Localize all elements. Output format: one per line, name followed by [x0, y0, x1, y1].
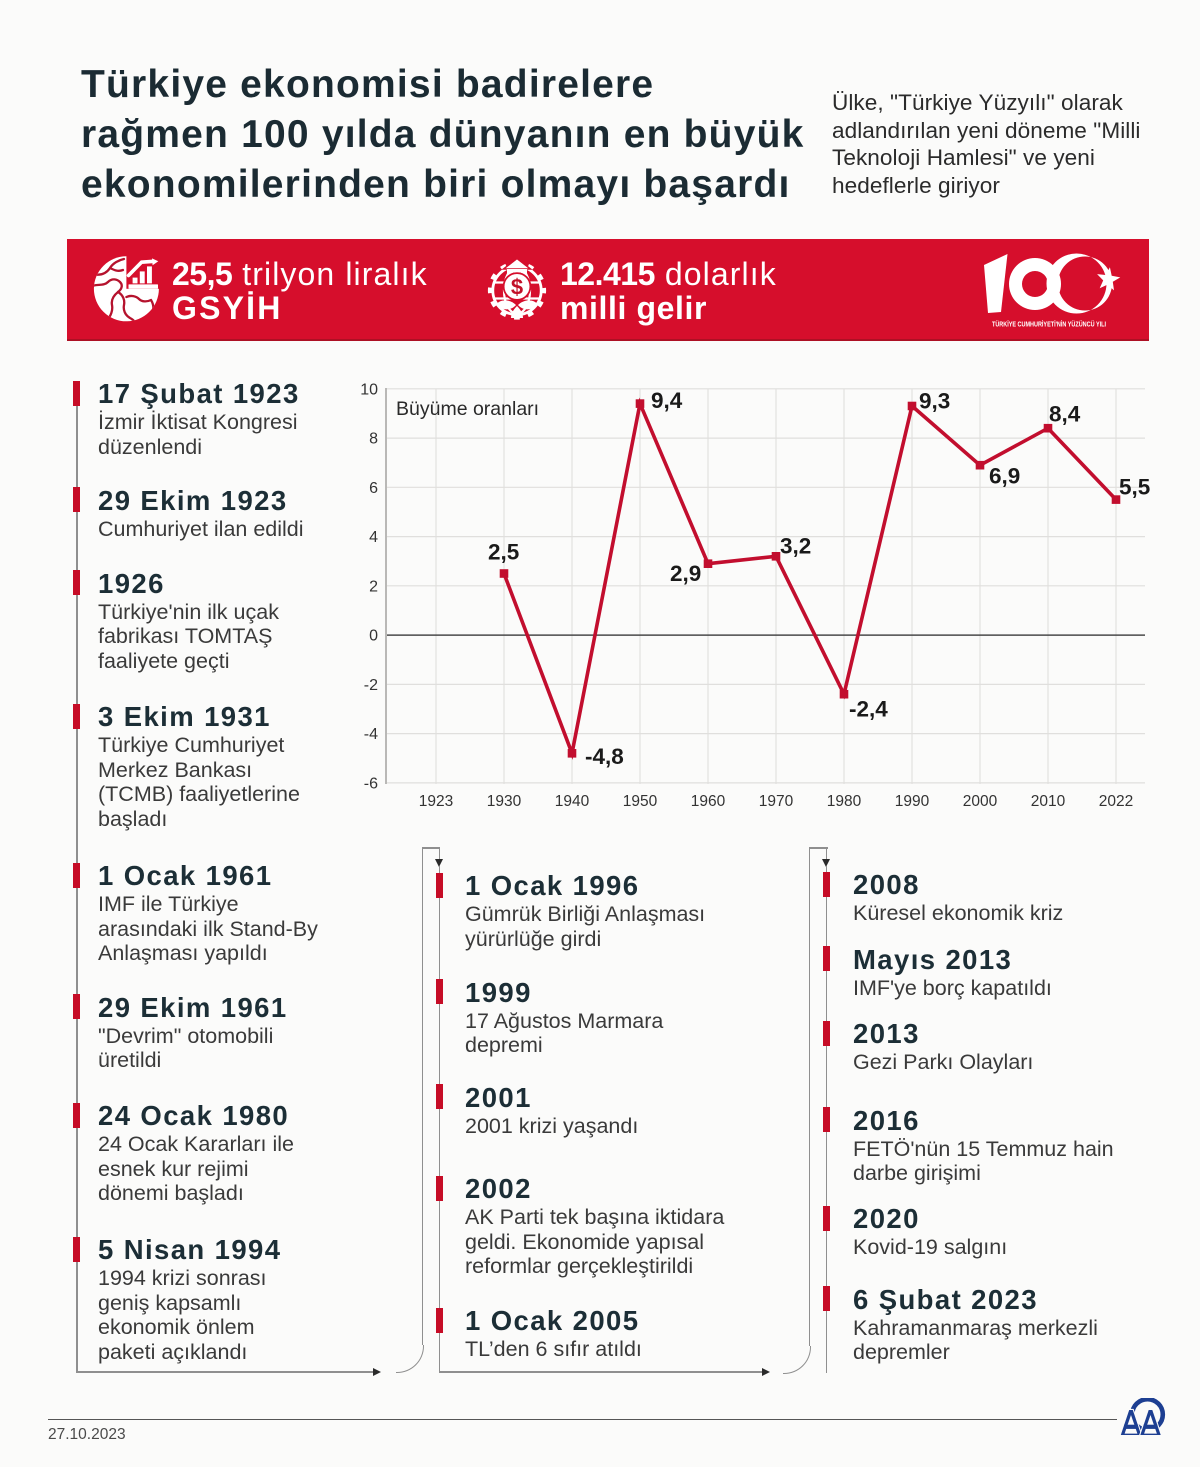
svg-text:1930: 1930 — [487, 793, 522, 810]
svg-text:TÜRKİYE CUMHURİYETİ'NİN YÜZÜNC: TÜRKİYE CUMHURİYETİ'NİN YÜZÜNCÜ YILI — [992, 320, 1106, 329]
svg-text:1980: 1980 — [827, 793, 862, 810]
svg-text:-4,8: -4,8 — [585, 744, 624, 769]
svg-text:6: 6 — [369, 480, 378, 497]
svg-text:Büyüme oranları: Büyüme oranları — [396, 398, 539, 420]
svg-text:2,9: 2,9 — [670, 561, 701, 586]
svg-text:1970: 1970 — [759, 793, 794, 810]
svg-text:2: 2 — [369, 578, 378, 595]
svg-text:5,5: 5,5 — [1119, 475, 1150, 500]
svg-text:2,5: 2,5 — [488, 540, 519, 565]
svg-text:1960: 1960 — [691, 793, 726, 810]
svg-text:10: 10 — [360, 381, 378, 398]
svg-text:-4: -4 — [364, 726, 378, 743]
svg-text:2000: 2000 — [963, 793, 998, 810]
svg-text:6,9: 6,9 — [989, 464, 1020, 489]
svg-text:-6: -6 — [364, 775, 378, 792]
svg-text:1923: 1923 — [419, 793, 453, 810]
svg-text:-2,4: -2,4 — [849, 697, 888, 722]
svg-text:9,3: 9,3 — [919, 389, 950, 414]
svg-text:1950: 1950 — [623, 793, 658, 810]
svg-text:1990: 1990 — [895, 793, 930, 810]
svg-text:1940: 1940 — [555, 793, 590, 810]
svg-text:3,2: 3,2 — [780, 533, 811, 558]
svg-text:2010: 2010 — [1031, 793, 1066, 810]
svg-text:8,4: 8,4 — [1049, 401, 1081, 426]
svg-text:2022: 2022 — [1099, 793, 1133, 810]
svg-text:0: 0 — [369, 628, 378, 645]
svg-text:8: 8 — [369, 431, 378, 448]
svg-text:9,4: 9,4 — [651, 388, 683, 413]
svg-text:$: $ — [511, 275, 523, 300]
svg-text:-2: -2 — [364, 677, 378, 694]
svg-text:4: 4 — [369, 529, 378, 546]
